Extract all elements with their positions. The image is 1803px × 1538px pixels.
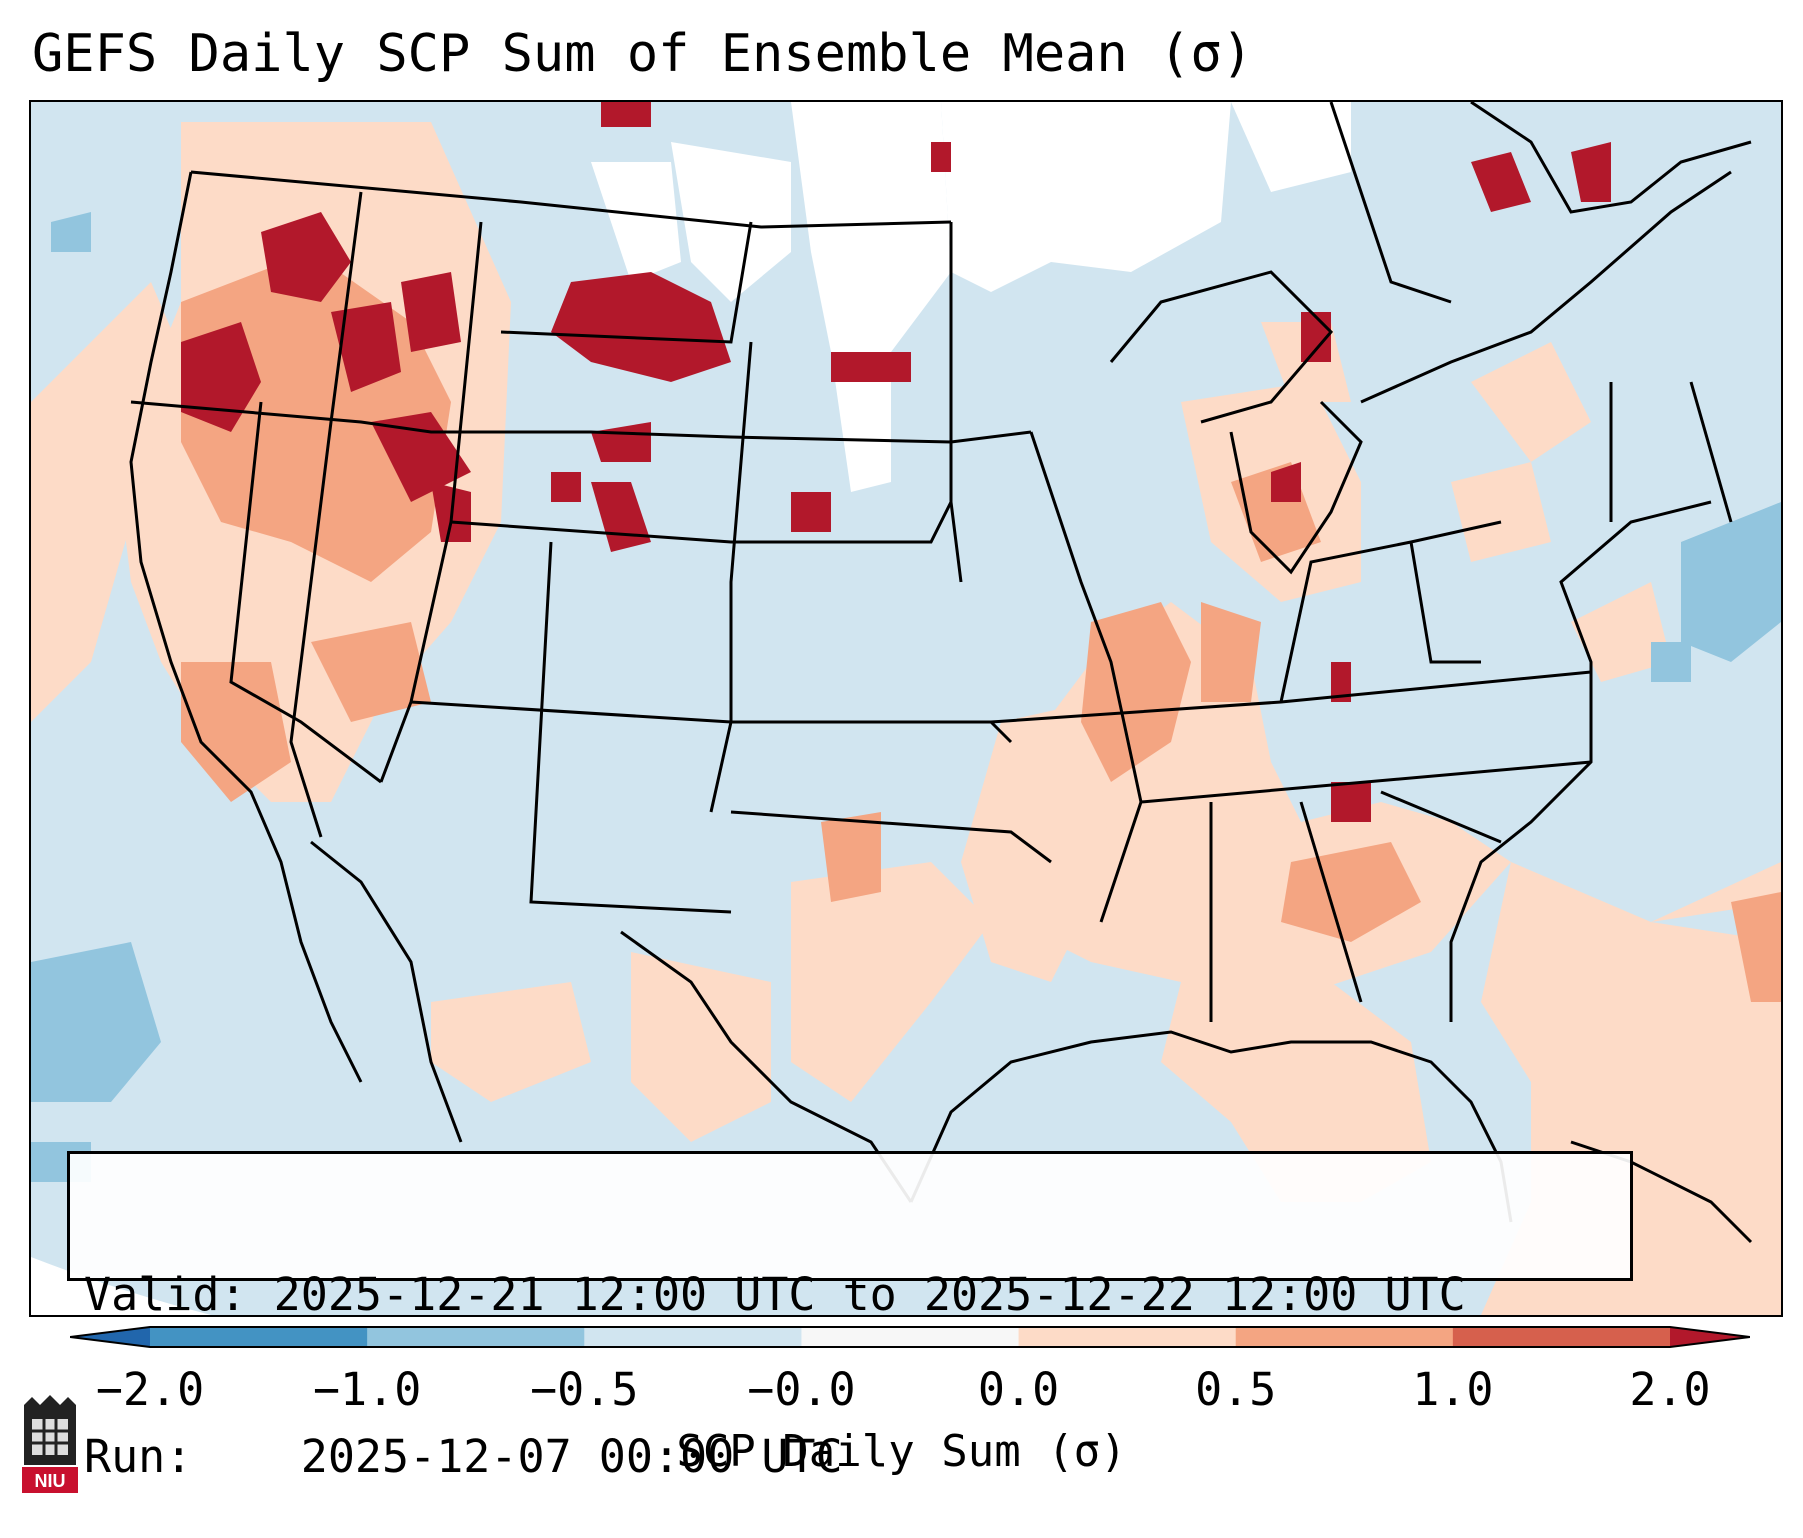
niu-castle-logo-icon: NIU — [22, 1395, 78, 1493]
colorbar-under-arrow — [70, 1327, 150, 1347]
run-row: Run: 2025-12-07 00:00 UTC — [84, 1430, 1616, 1484]
run-label: Run: — [84, 1430, 193, 1483]
colorbar-tick-label: −0.5 — [530, 1363, 639, 1416]
colorbar-label: SCP Daily Sum (σ) — [676, 1426, 1127, 1477]
colorbar — [70, 1326, 1750, 1348]
logo-text: NIU — [35, 1471, 66, 1491]
colorbar-bin — [150, 1327, 368, 1347]
colorbar-tick-label: −1.0 — [312, 1363, 422, 1416]
valid-run-info-box: Valid: 2025-12-21 12:00 UTC to 2025-12-2… — [67, 1151, 1633, 1483]
state-boundaries — [130, 170, 1733, 1022]
colorbar-over-arrow — [1670, 1327, 1750, 1347]
colorbar-bin — [584, 1327, 802, 1347]
map-panel[interactable] — [29, 100, 1783, 1317]
colorbar-tick-label: −0.0 — [747, 1363, 856, 1416]
valid-label: Valid: — [84, 1268, 247, 1321]
anomaly-negative — [31, 212, 1781, 1182]
colorbar-tick-label: 0.0 — [977, 1363, 1060, 1416]
projection-edge-left — [31, 1257, 211, 1315]
colorbar-tick-label: 1.0 — [1412, 1363, 1494, 1416]
map-title: GEFS Daily SCP Sum of Ensemble Mean (σ) — [32, 24, 1253, 84]
colorbar-bin — [1235, 1327, 1454, 1347]
run-value: 2025-12-07 00:00 UTC — [300, 1430, 843, 1483]
colorbar-bin — [801, 1327, 1020, 1347]
colorbar-bin — [1018, 1327, 1237, 1347]
colorbar-tick-label: 0.5 — [1195, 1363, 1277, 1416]
map-canvas — [31, 102, 1781, 1315]
colorbar-bin — [1452, 1327, 1671, 1347]
neutral-patches — [591, 102, 1351, 492]
colorbar-tick-label: −2.0 — [95, 1363, 205, 1416]
colorbar-tick-label: 2.0 — [1629, 1363, 1711, 1416]
coastlines — [129, 102, 1753, 1244]
valid-value: 2025-12-21 12:00 UTC to 2025-12-22 12:00… — [273, 1268, 1466, 1321]
colorbar-bin — [367, 1327, 585, 1347]
valid-row: Valid: 2025-12-21 12:00 UTC to 2025-12-2… — [84, 1268, 1616, 1322]
colorbar-outline — [70, 1326, 1750, 1348]
